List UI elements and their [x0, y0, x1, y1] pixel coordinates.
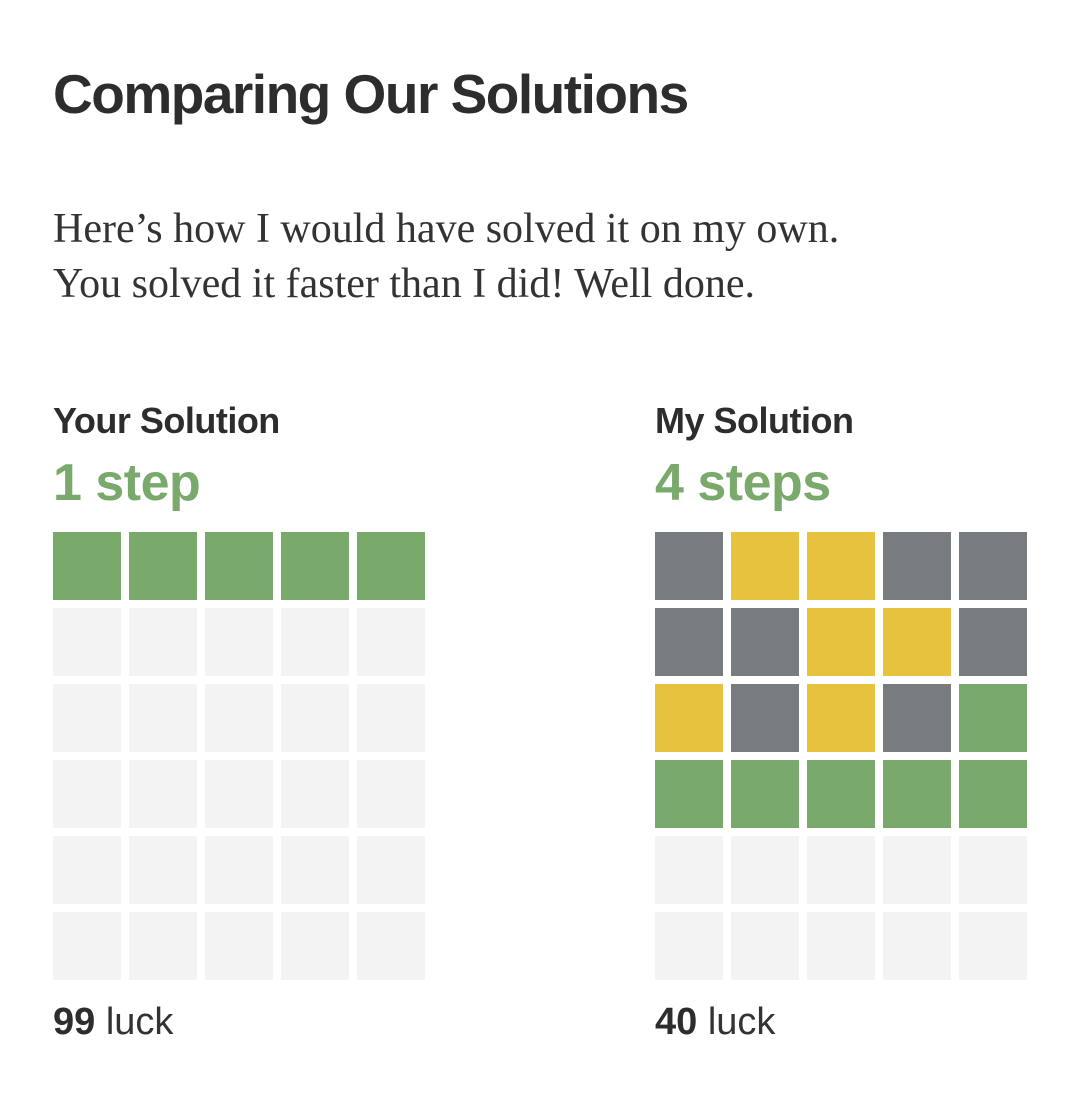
tile-empty: [281, 608, 349, 676]
tile-absent: [959, 532, 1027, 600]
tile-empty: [959, 836, 1027, 904]
tile-empty: [129, 608, 197, 676]
tile-empty: [807, 912, 875, 980]
tile-correct: [883, 760, 951, 828]
tile-correct: [959, 760, 1027, 828]
tile-empty: [205, 836, 273, 904]
tile-empty: [281, 836, 349, 904]
tile-empty: [53, 912, 121, 980]
tile-empty: [807, 836, 875, 904]
intro-line-2: You solved it faster than I did! Well do…: [53, 261, 755, 307]
tile-empty: [205, 608, 273, 676]
tile-absent: [655, 608, 723, 676]
tile-correct: [655, 760, 723, 828]
tile-empty: [883, 836, 951, 904]
tile-empty: [731, 836, 799, 904]
tile-absent: [959, 608, 1027, 676]
tile-correct: [281, 532, 349, 600]
my-solution-luck: 40 luck: [655, 998, 775, 1046]
tile-present: [883, 608, 951, 676]
tile-correct: [129, 532, 197, 600]
tile-absent: [655, 532, 723, 600]
your-solution-luck: 99 luck: [53, 998, 173, 1046]
tile-empty: [53, 760, 121, 828]
tile-empty: [357, 608, 425, 676]
tile-absent: [883, 684, 951, 752]
tile-empty: [129, 684, 197, 752]
tile-correct: [357, 532, 425, 600]
tile-present: [731, 532, 799, 600]
luck-label: luck: [105, 1001, 174, 1043]
tile-correct: [731, 760, 799, 828]
tile-empty: [883, 912, 951, 980]
tile-empty: [129, 912, 197, 980]
tile-empty: [357, 912, 425, 980]
tile-empty: [53, 836, 121, 904]
tile-empty: [357, 760, 425, 828]
tile-present: [655, 684, 723, 752]
tile-empty: [205, 760, 273, 828]
intro-line-1: Here’s how I would have solved it on my …: [53, 206, 840, 252]
tile-empty: [357, 684, 425, 752]
page-title: Comparing Our Solutions: [53, 63, 689, 125]
your-solution-label: Your Solution: [53, 400, 280, 441]
tile-empty: [281, 760, 349, 828]
my-solution-panel: My Solution 4 steps 40 luck: [655, 398, 1035, 1043]
tile-correct: [53, 532, 121, 600]
tile-empty: [357, 836, 425, 904]
luck-score: 99: [53, 1001, 96, 1043]
tile-empty: [731, 912, 799, 980]
tile-empty: [129, 836, 197, 904]
your-solution-grid: [53, 532, 425, 980]
tile-empty: [959, 912, 1027, 980]
tile-empty: [655, 836, 723, 904]
tile-empty: [205, 912, 273, 980]
my-solution-label: My Solution: [655, 400, 854, 441]
tile-absent: [883, 532, 951, 600]
tile-empty: [205, 684, 273, 752]
tile-empty: [53, 684, 121, 752]
tile-present: [807, 608, 875, 676]
tile-empty: [281, 684, 349, 752]
your-solution-panel: Your Solution 1 step 99 luck: [53, 398, 433, 1043]
tile-empty: [129, 760, 197, 828]
tile-absent: [731, 684, 799, 752]
tile-present: [807, 684, 875, 752]
tile-correct: [205, 532, 273, 600]
my-solution-grid: [655, 532, 1027, 980]
luck-score: 40: [655, 1001, 698, 1043]
tile-present: [807, 532, 875, 600]
tile-correct: [807, 760, 875, 828]
luck-label: luck: [707, 1001, 776, 1043]
tile-empty: [655, 912, 723, 980]
tile-absent: [731, 608, 799, 676]
tile-empty: [53, 608, 121, 676]
your-solution-steps: 1 step: [53, 454, 201, 512]
my-solution-steps: 4 steps: [655, 454, 831, 512]
intro-text: Here’s how I would have solved it on my …: [53, 202, 1053, 312]
tile-correct: [959, 684, 1027, 752]
tile-empty: [281, 912, 349, 980]
